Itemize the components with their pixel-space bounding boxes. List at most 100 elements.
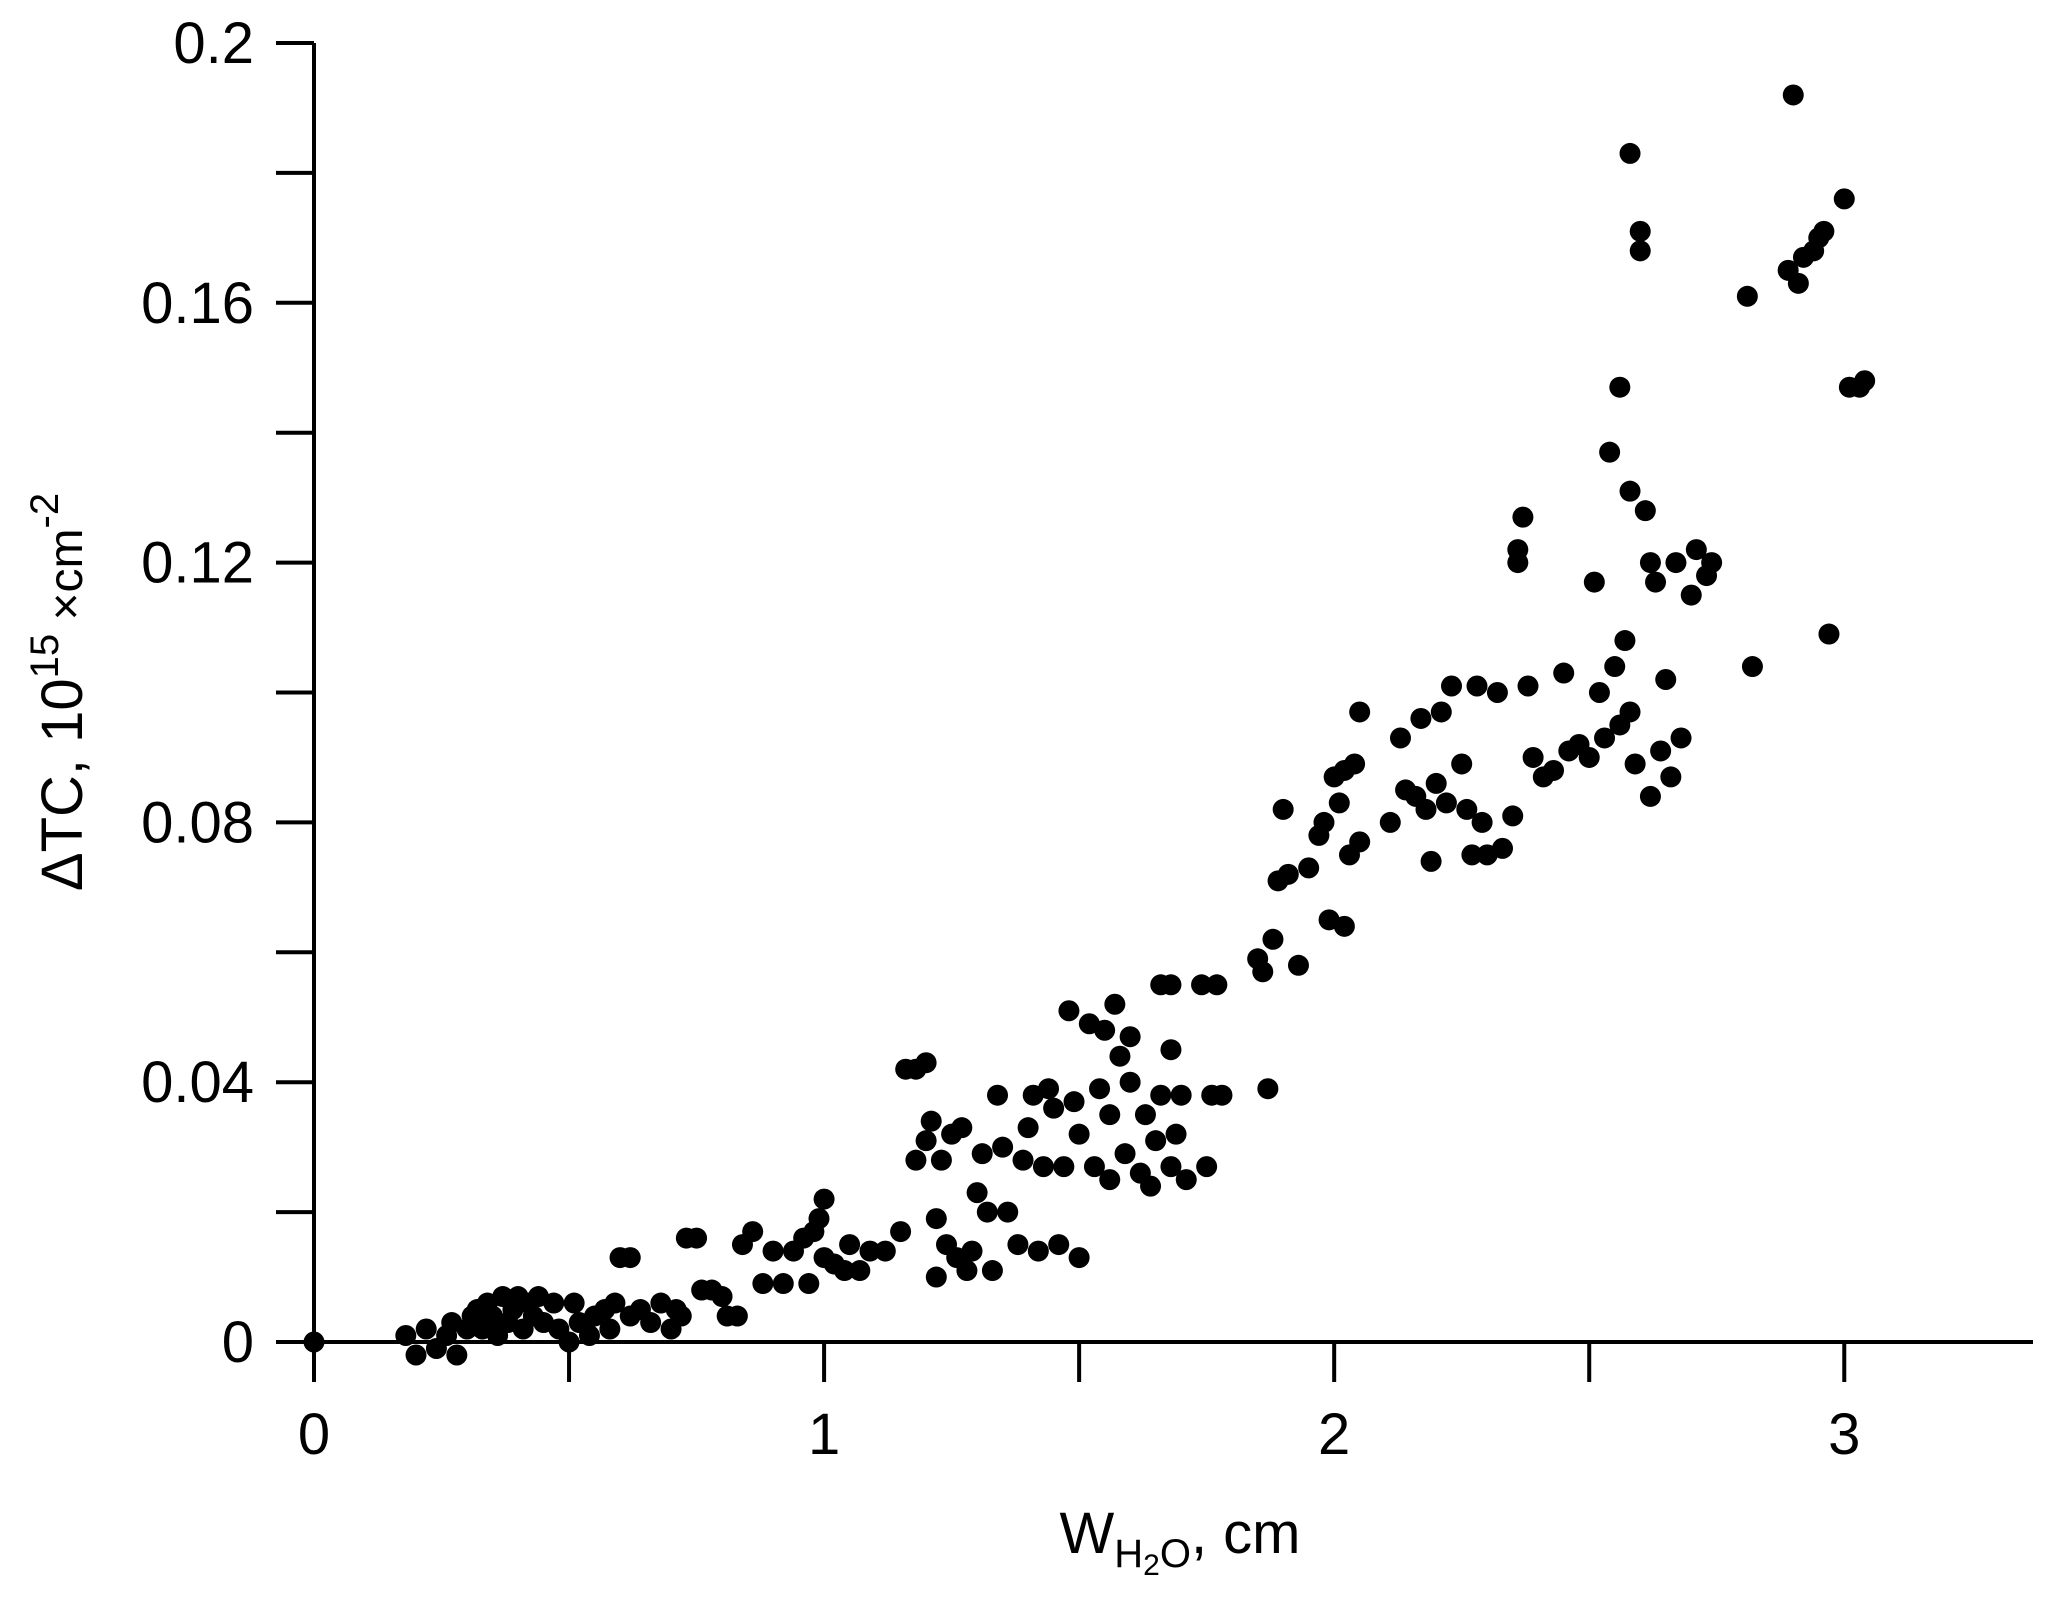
point [1425,772,1447,794]
point [1736,285,1758,307]
point [395,1325,417,1347]
point [640,1312,662,1334]
point [966,1182,988,1204]
point [1344,753,1366,775]
point [1349,701,1371,723]
point [890,1221,912,1243]
point [1053,1156,1075,1178]
point [1027,1240,1049,1262]
x-label-part: H [1114,1532,1143,1576]
point [1599,441,1621,463]
point [1333,915,1355,937]
point [1175,1169,1197,1191]
point [1655,669,1677,691]
point [1389,727,1411,749]
point [543,1292,565,1314]
point [1440,675,1462,697]
point [1048,1234,1070,1256]
point [1833,188,1855,210]
point [1038,1078,1060,1100]
point [930,1149,952,1171]
point [976,1201,998,1223]
point [1089,1078,1111,1100]
x-label-part: , cm [1191,1501,1301,1566]
point [1594,727,1616,749]
point [619,1247,641,1269]
point [1639,552,1661,574]
point [833,1260,855,1282]
point [1415,798,1437,820]
point [1094,1019,1116,1041]
y-tick-label: 0.16 [141,271,254,336]
point [1140,1175,1162,1197]
x-tick-label: 1 [808,1402,840,1467]
y-tick-label: 0.04 [141,1050,254,1115]
point [1114,1143,1136,1165]
point [1043,1097,1065,1119]
point [849,1260,871,1282]
point [1191,974,1213,996]
point [1058,1000,1080,1022]
point [578,1325,600,1347]
point [997,1201,1019,1223]
point [1063,1091,1085,1113]
point [1522,746,1544,768]
point [1543,759,1565,781]
point [1252,961,1274,983]
point [711,1286,733,1308]
point [859,1240,881,1262]
y-tick-label: 0 [222,1310,254,1375]
point [1629,240,1651,262]
point [905,1149,927,1171]
point [1017,1117,1039,1139]
x-tick-label: 2 [1318,1402,1350,1467]
point [686,1227,708,1249]
point [1287,954,1309,976]
point [1614,630,1636,652]
point [1068,1247,1090,1269]
point [772,1273,794,1295]
x-tick-label: 0 [298,1402,330,1467]
point [1512,506,1534,528]
point [742,1221,764,1243]
point [599,1318,621,1340]
y-label-part: ×cm [40,528,93,633]
point [752,1273,774,1295]
point [415,1318,437,1340]
point [1211,1084,1233,1106]
point [1160,974,1182,996]
point [1349,831,1371,853]
point [1639,785,1661,807]
point [839,1234,861,1256]
point [1145,1130,1167,1152]
point [1272,798,1294,820]
point [604,1292,626,1314]
x-label-part: O [1160,1532,1191,1576]
point [1629,220,1651,242]
point [1328,792,1350,814]
point [1492,837,1514,859]
point [1150,1084,1172,1106]
point [1170,1084,1192,1106]
point [1583,571,1605,593]
point [1701,552,1723,574]
point [1670,727,1692,749]
point [1854,370,1876,392]
point [1435,792,1457,814]
point [951,1117,973,1139]
point [1604,656,1626,678]
point [1553,662,1575,684]
point [1257,1078,1279,1100]
point [1119,1071,1141,1093]
point [1486,682,1508,703]
point [726,1305,748,1327]
point [1277,863,1299,885]
point [813,1188,835,1210]
point [981,1260,1003,1282]
point [1262,928,1284,950]
point [1502,805,1524,827]
point [1104,993,1126,1015]
point [956,1260,978,1282]
x-label-part: W [1060,1501,1115,1566]
